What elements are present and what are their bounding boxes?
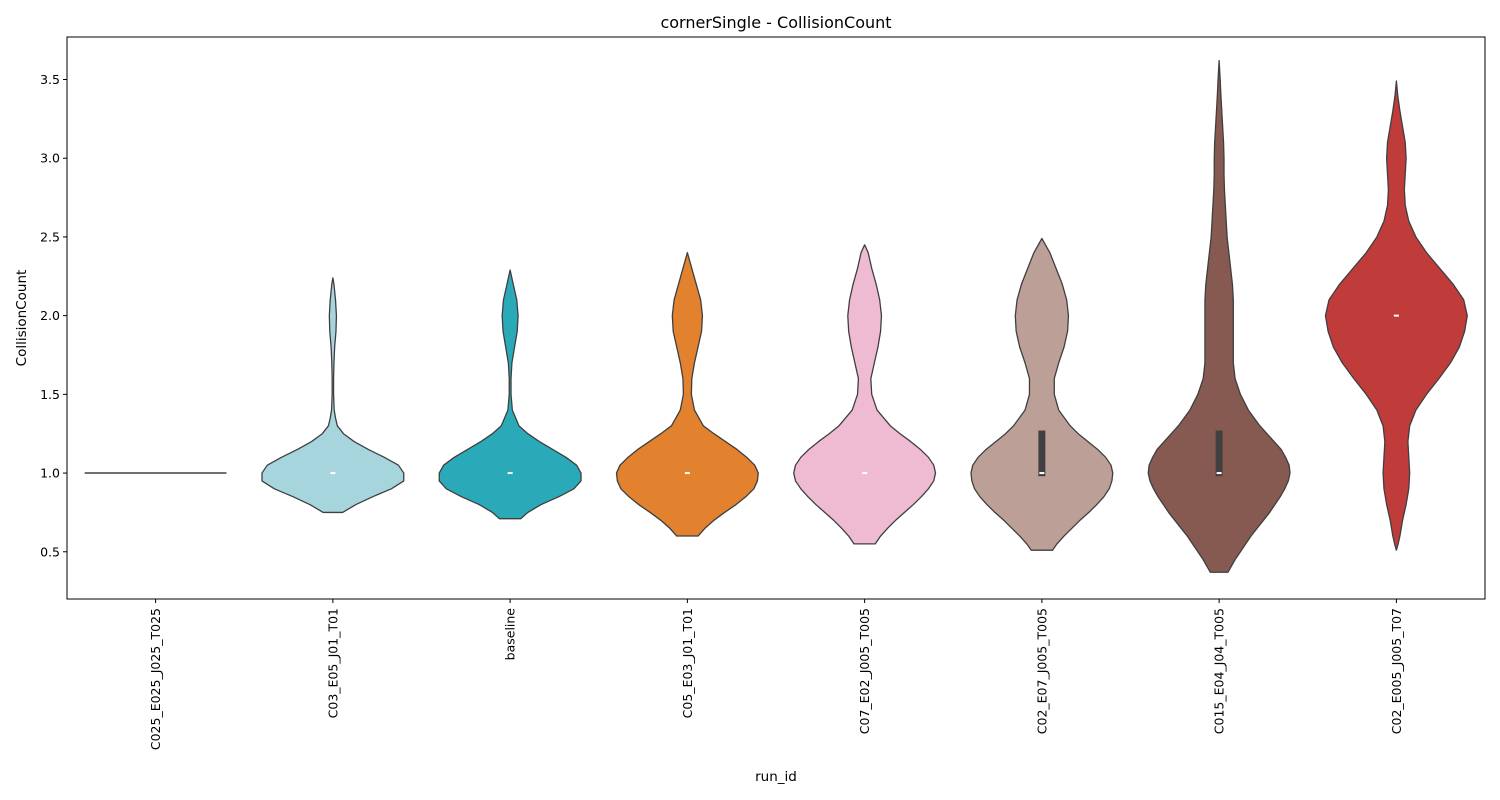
violin-C02_E005_J005_T07 [1324,80,1468,551]
violin-median-marker [1216,472,1222,475]
y-tick-label: 3.0 [40,151,60,166]
violin-median-marker [684,472,690,475]
violin-body [793,244,937,545]
y-tick-label: 2.5 [40,229,60,244]
violin-median-marker [862,472,868,475]
violin-median-marker [507,472,513,475]
y-tick-label: 2.0 [40,308,60,323]
chart-title: cornerSingle - CollisionCount [660,13,891,32]
plot-frame [66,36,1486,600]
violin-body [970,237,1114,551]
x-tick-label: C07_E02_J005_T005 [857,608,872,734]
x-tick-label: C03_E05_J01_T01 [325,608,340,718]
violin-C03_E05_J01_T01 [261,277,405,514]
violin-iqr-box [1215,430,1223,477]
violin-C07_E02_J005_T005 [793,244,937,545]
x-tick-label: C015_E04_J04_T005 [1212,608,1227,734]
violin-median-marker [1393,314,1399,317]
x-tick-label: baseline [503,608,518,661]
y-tick-label: 1.0 [40,466,60,481]
x-tick-label: C02_E005_J005_T07 [1389,608,1404,734]
violin-body [261,277,405,514]
x-tick-label: C02_E07_J005_T005 [1034,608,1049,734]
violin-median-marker [1039,472,1045,475]
violin-body [615,252,759,537]
violin-body [438,269,582,520]
violin-C02_E07_J005_T005 [970,237,1114,551]
violin-median-marker [330,472,336,475]
violin-C05_E03_J01_T01 [615,252,759,537]
x-axis: C025_E025_J025_T025 C03_E05_J01_T01 baseli… [148,599,1404,750]
y-tick-label: 0.5 [40,544,60,559]
y-tick-label: 3.5 [40,72,60,87]
y-axis-label: CollisionCount [14,270,30,367]
x-axis-label: run_id [755,769,797,785]
violin-iqr-box [1038,430,1046,477]
violins-group [84,59,1468,573]
x-tick-label: C025_E025_J025_T025 [148,608,163,750]
violin-C015_E04_J04_T005 [1147,59,1291,573]
y-tick-label: 1.5 [40,387,60,402]
violin-baseline [438,269,582,520]
x-tick-label: C05_E03_J01_T01 [680,608,695,718]
violin-body [1147,59,1291,573]
y-axis: 0.5 1.0 1.5 2.0 2.5 3.0 3.5 [40,72,67,559]
